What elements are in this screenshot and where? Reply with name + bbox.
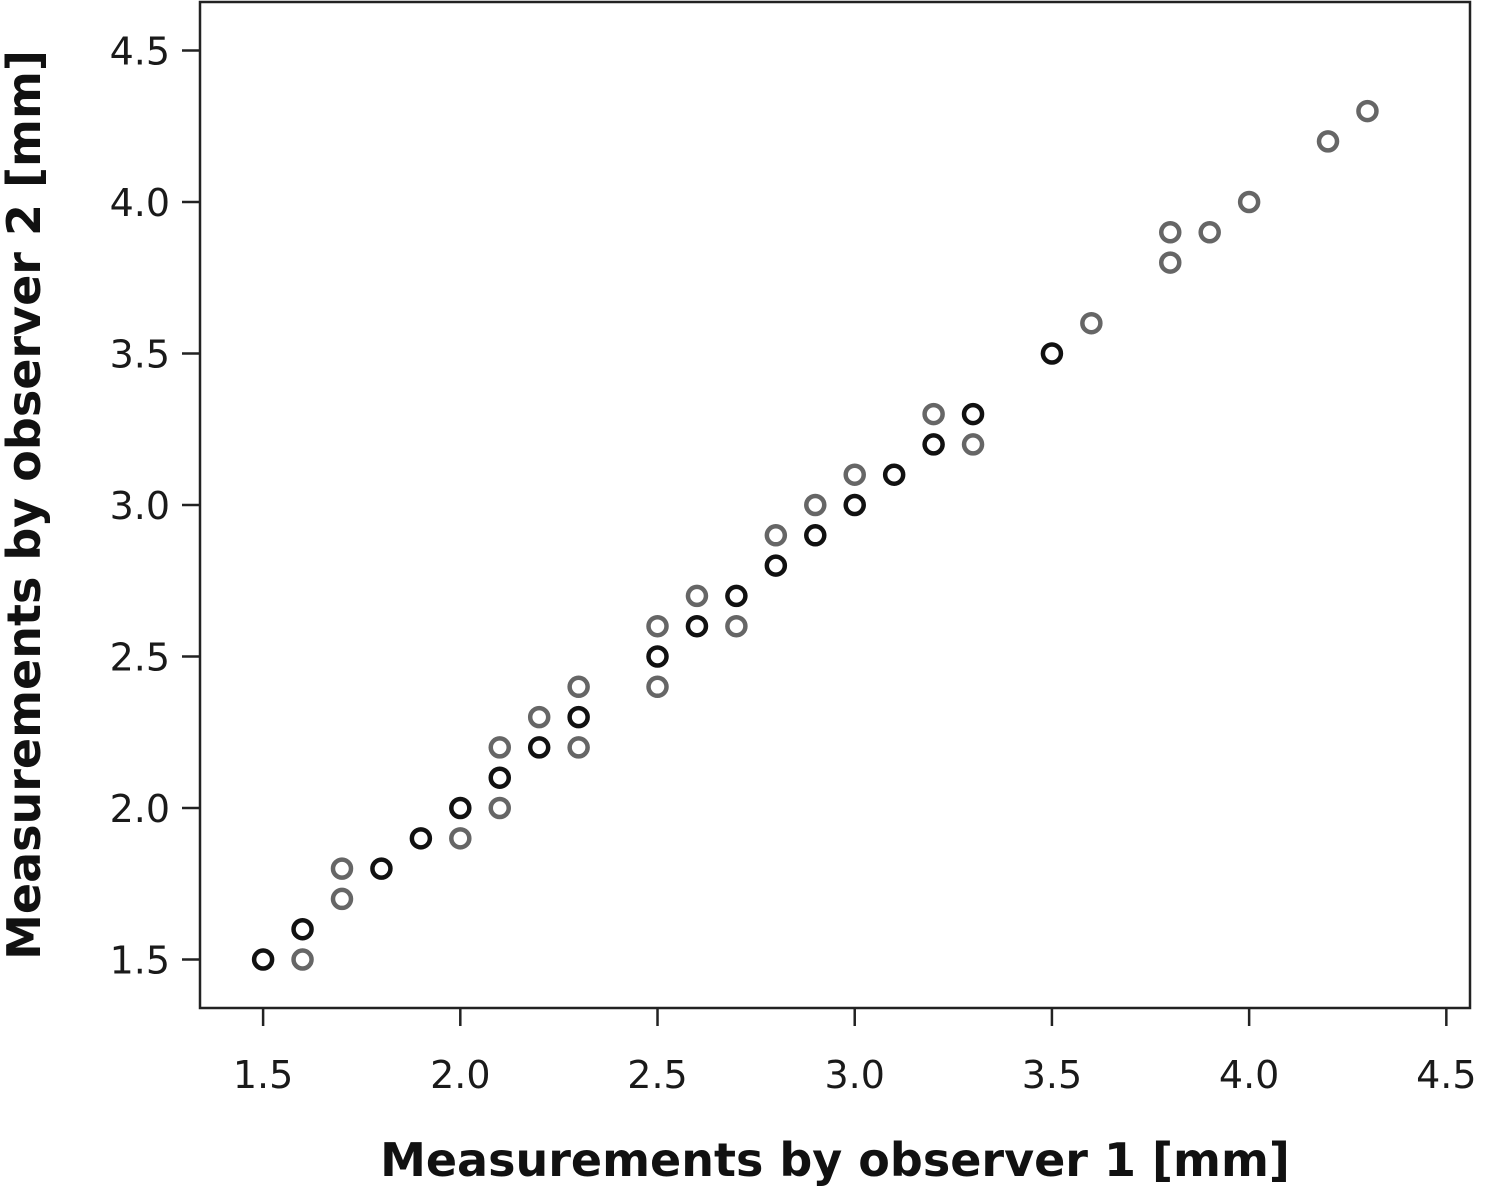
data-points <box>251 99 1379 971</box>
x-tick-label: 3.0 <box>825 1053 885 1097</box>
data-point <box>251 948 275 971</box>
data-point <box>527 705 551 729</box>
data-point <box>370 857 393 880</box>
data-point <box>1316 130 1340 153</box>
data-point <box>1237 190 1261 214</box>
data-point <box>291 948 314 971</box>
data-point <box>1158 251 1182 274</box>
data-point <box>567 736 590 759</box>
y-tick-label: 4.0 <box>110 181 170 225</box>
data-point <box>804 524 827 547</box>
data-point <box>1158 221 1182 244</box>
data-point <box>527 736 551 759</box>
data-point <box>764 554 788 577</box>
data-point <box>330 887 354 911</box>
y-tick-label: 1.5 <box>110 939 170 983</box>
y-tick-label: 4.5 <box>110 29 170 73</box>
x-tick-label: 1.5 <box>233 1053 293 1097</box>
data-point <box>882 463 906 486</box>
y-axis: 1.5 2.0 2.5 3.0 3.5 4.0 4.5 <box>110 29 200 983</box>
data-point <box>922 402 945 426</box>
data-point <box>646 614 669 638</box>
data-point <box>922 433 945 456</box>
x-tick-label: 3.5 <box>1022 1053 1082 1097</box>
y-tick-label: 3.5 <box>110 332 170 376</box>
x-tick-label: 2.0 <box>430 1053 490 1097</box>
x-tick-label: 4.0 <box>1219 1053 1279 1097</box>
plot-frame <box>198 0 1472 1010</box>
data-point <box>685 614 709 638</box>
data-point <box>1198 221 1221 244</box>
data-point <box>685 584 709 608</box>
data-point <box>449 827 472 850</box>
data-point <box>330 857 354 880</box>
data-point <box>961 402 985 426</box>
y-axis-title: Measurements by observer 2 [mm] <box>0 50 51 960</box>
data-point <box>961 433 985 456</box>
data-point <box>567 705 590 729</box>
data-point <box>725 614 748 638</box>
x-axis: 1.5 2.0 2.5 3.0 3.5 4.0 4.5 <box>233 1008 1477 1097</box>
data-point <box>567 675 590 699</box>
data-point <box>488 796 512 820</box>
data-point <box>804 493 827 517</box>
data-point <box>488 736 512 759</box>
data-point <box>488 766 512 789</box>
x-tick-label: 2.5 <box>627 1053 687 1097</box>
data-point <box>764 524 788 547</box>
x-axis-title: Measurements by observer 1 [mm] <box>380 1133 1290 1187</box>
data-point <box>646 645 669 668</box>
data-point <box>1356 99 1379 123</box>
data-point <box>409 827 433 850</box>
y-tick-label: 3.0 <box>110 484 170 528</box>
y-tick-label: 2.0 <box>110 787 170 831</box>
data-point <box>646 675 669 699</box>
data-point <box>449 796 472 820</box>
x-tick-label: 4.5 <box>1416 1053 1476 1097</box>
data-point <box>291 917 314 941</box>
data-point <box>843 463 866 486</box>
data-point <box>725 584 748 608</box>
data-point <box>1080 311 1103 335</box>
data-point <box>843 493 866 517</box>
y-tick-label: 2.5 <box>110 636 170 680</box>
data-point <box>1040 342 1064 365</box>
